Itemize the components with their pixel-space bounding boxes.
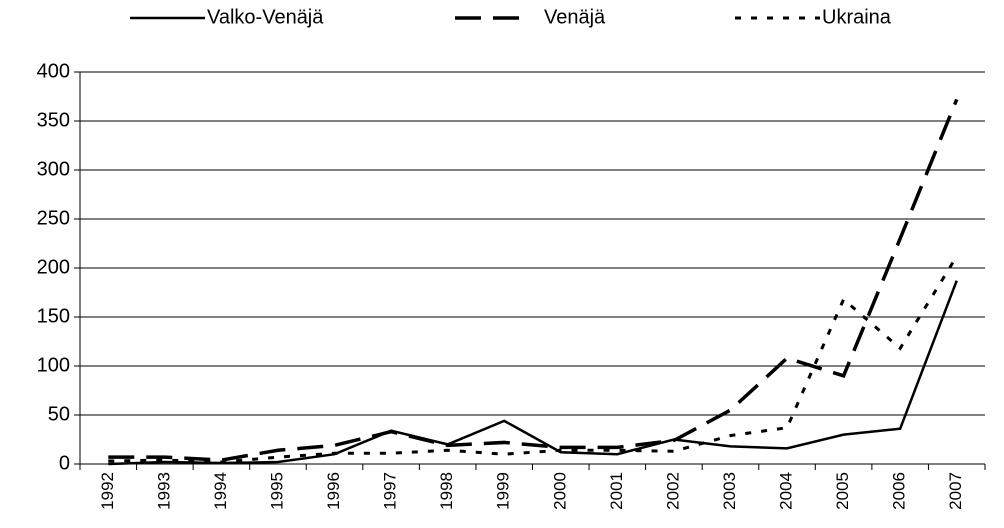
- y-tick-label: 350: [37, 109, 70, 131]
- x-tick-label: 1996: [324, 472, 343, 510]
- series-line: [108, 98, 959, 462]
- series-line: [108, 280, 958, 466]
- legend-label: Valko-Venäjä: [207, 6, 324, 28]
- x-tick-label: 1995: [267, 472, 286, 510]
- x-tick-label: 1992: [98, 472, 117, 510]
- y-tick-label: 200: [37, 256, 70, 278]
- x-tick-label: 2001: [607, 472, 626, 510]
- x-tick-label: 1994: [211, 472, 230, 510]
- x-tick-label: 1997: [381, 472, 400, 510]
- legend-label: Venäjä: [544, 6, 606, 28]
- y-tick-label: 300: [37, 158, 70, 180]
- x-tick-label: 2003: [720, 472, 739, 510]
- y-tick-label: 150: [37, 305, 70, 327]
- x-tick-label: 2005: [833, 472, 852, 510]
- series-line: [108, 255, 958, 464]
- x-tick-label: 1998: [437, 472, 456, 510]
- legend-label: Ukraina: [822, 6, 892, 28]
- x-tick-label: 2002: [663, 472, 682, 510]
- x-tick-label: 2004: [777, 472, 796, 510]
- y-tick-label: 400: [37, 60, 70, 82]
- y-tick-label: 100: [37, 354, 70, 376]
- y-tick-label: 250: [37, 207, 70, 229]
- x-tick-label: 1999: [494, 472, 513, 510]
- y-tick-label: 50: [48, 403, 70, 425]
- y-tick-label: 0: [59, 452, 70, 474]
- x-tick-label: 2006: [890, 472, 909, 510]
- x-tick-label: 2007: [946, 472, 965, 510]
- x-tick-label: 2000: [550, 472, 569, 510]
- x-tick-label: 1993: [154, 472, 173, 510]
